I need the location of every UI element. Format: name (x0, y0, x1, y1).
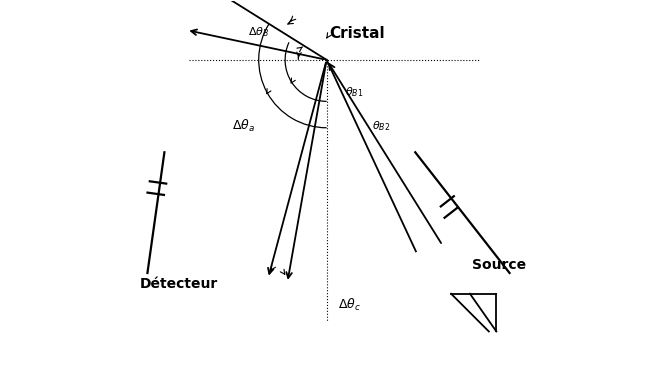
Text: $\Delta\theta_c$: $\Delta\theta_c$ (338, 297, 361, 314)
Text: Cristal: Cristal (329, 26, 384, 41)
Text: $\theta_{B2}$: $\theta_{B2}$ (372, 119, 390, 133)
Text: $\theta_{B1}$: $\theta_{B1}$ (346, 85, 364, 99)
Text: $\Delta\theta_B$: $\Delta\theta_B$ (248, 25, 269, 39)
Text: Détecteur: Détecteur (140, 277, 218, 291)
Text: $\Delta\theta_a$: $\Delta\theta_a$ (232, 118, 255, 134)
Text: Source: Source (472, 258, 526, 272)
